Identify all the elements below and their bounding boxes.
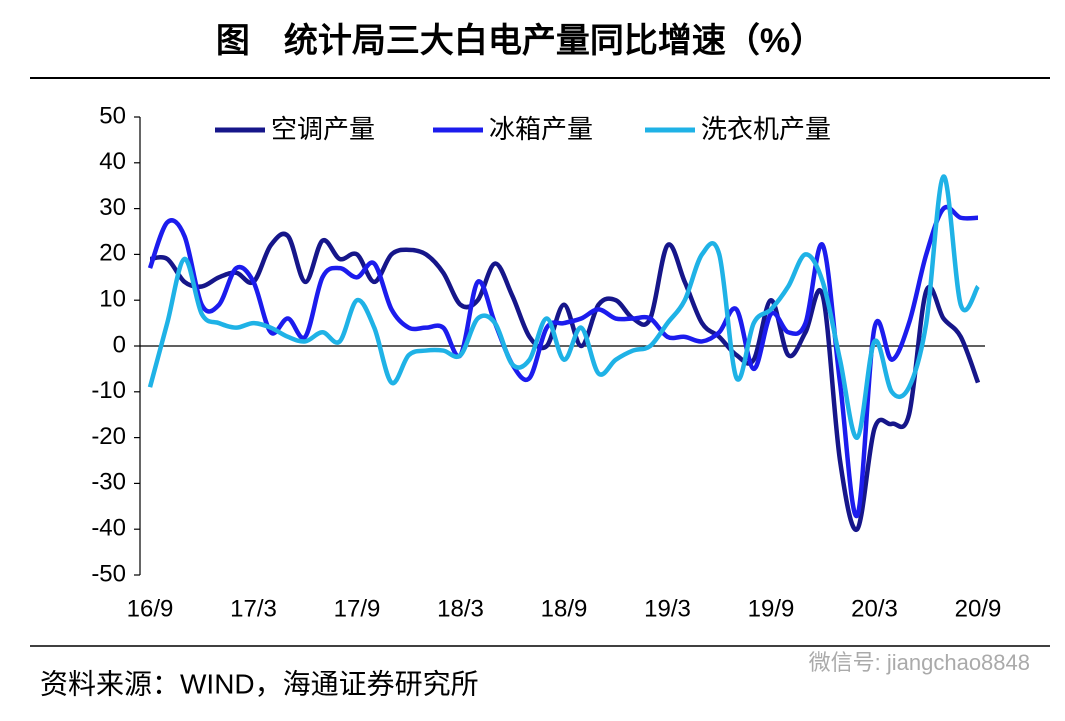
y-tick-label: -10: [91, 377, 126, 404]
chart-title: 图 统计局三大白电产量同比增速（%）: [216, 21, 824, 60]
x-tick-label: 19/9: [748, 595, 795, 622]
x-tick-label: 18/9: [541, 595, 588, 622]
watermark: 微信号: jiangchao8848: [809, 650, 1030, 675]
legend-label: 空调产量: [271, 114, 375, 144]
y-tick-label: -30: [91, 469, 126, 496]
y-tick-label: -20: [91, 423, 126, 450]
legend-label: 洗衣机产量: [701, 114, 831, 144]
x-tick-label: 20/3: [851, 595, 898, 622]
y-tick-label: 30: [99, 194, 126, 221]
series-line: [147, 174, 980, 440]
x-tick-label: 20/9: [955, 595, 1002, 622]
x-tick-label: 19/3: [644, 595, 691, 622]
y-tick-label: 40: [99, 148, 126, 175]
y-tick-label: 50: [99, 102, 126, 129]
source-note: 资料来源：WIND，海通证券研究所: [40, 668, 479, 699]
x-tick-label: 17/3: [230, 595, 277, 622]
y-tick-label: 0: [113, 331, 126, 358]
series-line: [149, 231, 981, 532]
x-tick-label: 17/9: [334, 595, 381, 622]
x-tick-label: 16/9: [127, 595, 174, 622]
y-tick-label: -50: [91, 560, 126, 587]
series-line: [147, 204, 979, 519]
legend-label: 冰箱产量: [489, 114, 593, 144]
y-tick-label: 10: [99, 286, 126, 313]
y-tick-label: 20: [99, 240, 126, 267]
x-tick-label: 18/3: [437, 595, 484, 622]
y-tick-label: -40: [91, 515, 126, 542]
